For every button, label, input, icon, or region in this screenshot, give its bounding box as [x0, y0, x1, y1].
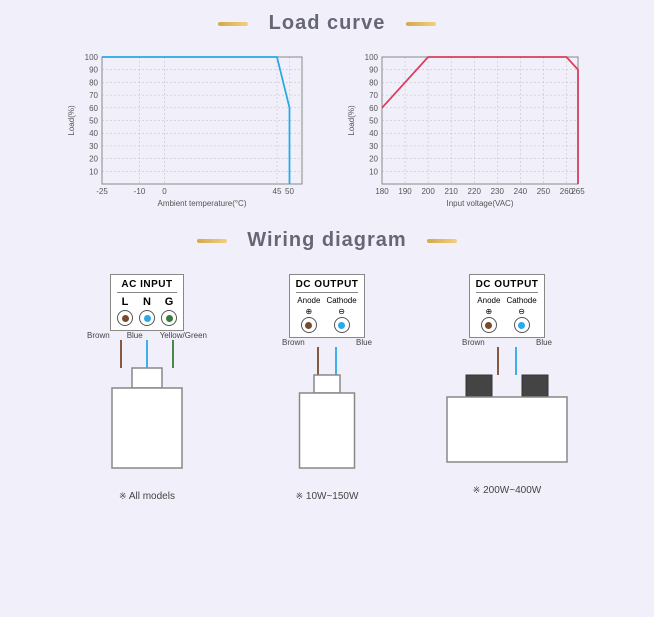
wiring-row: AC INPUT L N G Brown Blue Yellow/Green ※ Al… — [0, 264, 654, 502]
svg-text:210: 210 — [444, 187, 458, 196]
title-bar-right — [406, 22, 436, 26]
wire-color-label: Brown — [462, 338, 485, 347]
svg-text:230: 230 — [491, 187, 505, 196]
svg-text:60: 60 — [89, 104, 98, 113]
terminal-plug — [334, 317, 350, 333]
terminal-label: L — [117, 296, 133, 308]
svg-text:-10: -10 — [134, 187, 146, 196]
wire-color-label: Blue — [127, 331, 143, 340]
terminal-box-title: DC OUTPUT — [476, 279, 539, 293]
load-curve-title-text: Load curve — [269, 12, 386, 34]
svg-text:50: 50 — [89, 117, 98, 126]
device-svg — [257, 347, 397, 474]
wiring-caption: ※ 200W~400W — [437, 485, 577, 496]
svg-text:200: 200 — [421, 187, 435, 196]
title-bar-left — [197, 239, 227, 243]
wire-labels: Brown Blue — [462, 338, 552, 347]
svg-text:100: 100 — [85, 53, 99, 62]
terminal: G — [161, 296, 177, 326]
svg-text:90: 90 — [89, 66, 98, 75]
wiring-caption: ※ 10W~150W — [257, 491, 397, 502]
terminal-box: DC OUTPUT Anode ⊕ Cathode ⊖ — [289, 274, 366, 338]
svg-text:-25: -25 — [96, 187, 108, 196]
svg-text:20: 20 — [369, 155, 378, 164]
terminal: Anode ⊕ — [477, 296, 500, 333]
svg-text:100: 100 — [365, 53, 379, 62]
svg-text:50: 50 — [369, 117, 378, 126]
terminal: Anode ⊕ — [297, 296, 320, 333]
terminal: N — [139, 296, 155, 326]
svg-text:10: 10 — [89, 167, 98, 176]
svg-text:60: 60 — [369, 104, 378, 113]
svg-text:180: 180 — [375, 187, 389, 196]
wire-labels: Brown Blue Yellow/Green — [87, 331, 207, 340]
wiring-item: AC INPUT L N G Brown Blue Yellow/Green ※ Al… — [77, 274, 217, 502]
terminal-label: G — [161, 296, 177, 308]
terminal-plug — [514, 317, 530, 333]
svg-text:220: 220 — [468, 187, 482, 196]
title-bar-right — [427, 239, 457, 243]
terminal-plug — [139, 310, 155, 326]
svg-text:Load(%): Load(%) — [347, 105, 356, 136]
wiring-title-text: Wiring diagram — [247, 229, 406, 251]
terminal-plug — [481, 317, 497, 333]
wiring-caption: ※ All models — [77, 491, 217, 502]
svg-text:40: 40 — [89, 129, 98, 138]
wire-color-label: Brown — [282, 338, 305, 347]
svg-text:Input voltage(VAC): Input voltage(VAC) — [447, 199, 514, 208]
terminal-label: N — [139, 296, 155, 308]
device-svg — [437, 347, 577, 468]
svg-text:70: 70 — [369, 91, 378, 100]
svg-text:Load(%): Load(%) — [67, 105, 76, 136]
wiring-item: DC OUTPUT Anode ⊕ Cathode ⊖ Brown Blue ※ 2… — [437, 274, 577, 502]
wire-color-label: Blue — [536, 338, 552, 347]
svg-text:80: 80 — [369, 78, 378, 87]
terminal: Cathode ⊖ — [506, 296, 536, 333]
terminal-label: Cathode — [506, 296, 536, 305]
svg-text:0: 0 — [162, 187, 167, 196]
svg-text:70: 70 — [89, 91, 98, 100]
terminal-label: Anode — [297, 296, 320, 305]
device-svg — [77, 340, 217, 474]
svg-text:240: 240 — [514, 187, 528, 196]
svg-text:10: 10 — [369, 167, 378, 176]
svg-text:190: 190 — [398, 187, 412, 196]
chart-temperature: 102030405060708090100-25-1004550Ambient … — [62, 47, 312, 217]
wire-color-label: Yellow/Green — [160, 331, 207, 340]
load-curve-title: Load curve — [0, 12, 654, 35]
svg-text:Ambient temperature(°C): Ambient temperature(°C) — [157, 199, 246, 208]
chart-voltage: 10 20 30 40 50 60 70 80 90 100 180 190 200 210 220 230 2… — [342, 47, 592, 217]
terminal: L — [117, 296, 133, 326]
svg-text:250: 250 — [537, 187, 551, 196]
title-bar-left — [218, 22, 248, 26]
svg-text:80: 80 — [89, 78, 98, 87]
terminal-box-title: DC OUTPUT — [296, 279, 359, 293]
wiring-item: DC OUTPUT Anode ⊕ Cathode ⊖ Brown Blue ※ 1… — [257, 274, 397, 502]
charts-row: 102030405060708090100-25-1004550Ambient … — [0, 47, 654, 217]
wiring-title: Wiring diagram — [0, 229, 654, 252]
wire-labels: Brown Blue — [282, 338, 372, 347]
svg-text:265: 265 — [571, 187, 585, 196]
wire-color-label: Blue — [356, 338, 372, 347]
terminal-label: Cathode — [326, 296, 356, 305]
svg-text:30: 30 — [89, 142, 98, 151]
svg-text:90: 90 — [369, 66, 378, 75]
wire-color-label: Brown — [87, 331, 110, 340]
svg-text:20: 20 — [89, 155, 98, 164]
terminal-box: DC OUTPUT Anode ⊕ Cathode ⊖ — [469, 274, 546, 338]
svg-text:30: 30 — [369, 142, 378, 151]
terminal-box-title: AC INPUT — [117, 279, 177, 293]
svg-text:40: 40 — [369, 129, 378, 138]
svg-text:50: 50 — [285, 187, 294, 196]
terminal-box: AC INPUT L N G — [110, 274, 184, 331]
terminal-label: Anode — [477, 296, 500, 305]
terminal-plug — [117, 310, 133, 326]
svg-text:45: 45 — [273, 187, 282, 196]
terminal-plug — [301, 317, 317, 333]
terminal: Cathode ⊖ — [326, 296, 356, 333]
terminal-plug — [161, 310, 177, 326]
